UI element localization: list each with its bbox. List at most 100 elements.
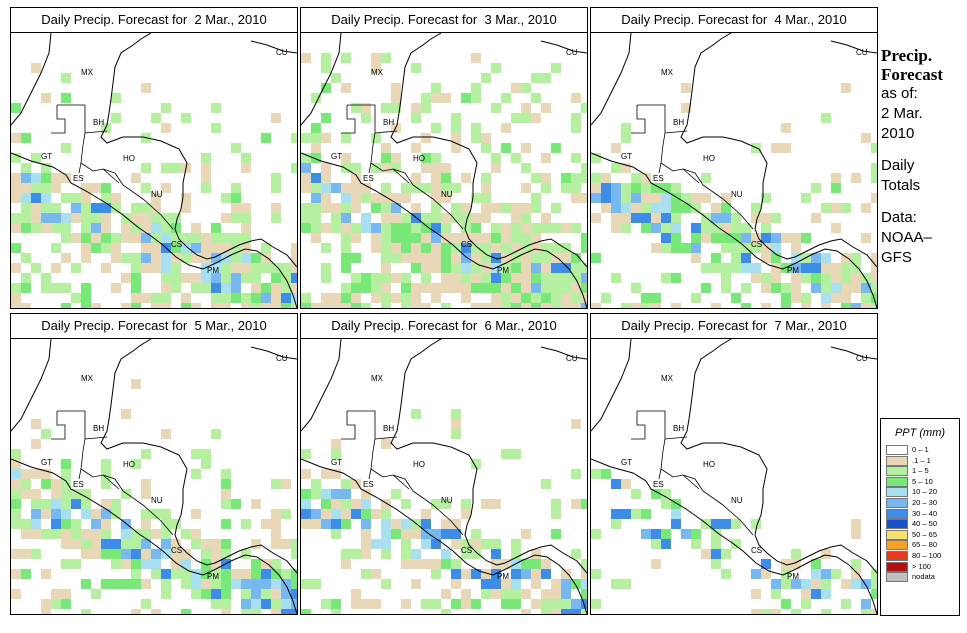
precip-cell (281, 589, 291, 599)
precip-cell (91, 203, 101, 213)
precip-cell (371, 539, 381, 549)
precip-cell (111, 539, 121, 549)
precip-cell (81, 293, 91, 303)
precip-cell (221, 293, 231, 303)
precip-cell (41, 163, 51, 173)
precip-cell (591, 183, 601, 193)
precip-map: MX BH GT HO ES NU CS PM CU (11, 33, 297, 308)
asof-line1: as of: (881, 85, 918, 102)
precip-cell (281, 263, 291, 273)
precip-cell (241, 273, 251, 283)
precip-cell (261, 243, 271, 253)
precip-cell (661, 233, 671, 243)
precip-cell (11, 489, 21, 499)
precip-cell (811, 569, 821, 579)
precip-cell (451, 183, 461, 193)
precip-cell (511, 589, 521, 599)
precip-cell (711, 549, 721, 559)
precip-cell (761, 223, 771, 233)
precip-cell (571, 499, 581, 509)
legend-item: > 100 (881, 561, 959, 573)
precip-cell (201, 449, 211, 459)
precip-cell (411, 223, 421, 233)
precip-cell (61, 193, 71, 203)
precip-cell (291, 273, 297, 283)
precip-cell (391, 103, 401, 113)
precip-cell (761, 213, 771, 223)
precip-cell (121, 303, 131, 308)
precip-cell (581, 243, 587, 253)
precip-cell (131, 173, 141, 183)
precip-cell (281, 599, 291, 609)
precip-cell (351, 283, 361, 293)
precip-cell (351, 589, 361, 599)
precip-cell (11, 223, 21, 233)
precip-cell (661, 499, 671, 509)
precip-cell (51, 183, 61, 193)
precip-cell (241, 253, 251, 263)
precip-cell (451, 599, 461, 609)
precip-cell (321, 509, 331, 519)
precip-cell (441, 499, 451, 509)
precip-cell (701, 193, 711, 203)
precip-cell (81, 609, 91, 614)
precip-cell (181, 559, 191, 569)
precip-cell (651, 243, 661, 253)
precip-cell (311, 303, 321, 308)
precip-cell (481, 253, 491, 263)
precip-cell (251, 559, 261, 569)
country-label: CU (566, 354, 578, 363)
country-label: CU (856, 48, 868, 57)
precip-cell (261, 283, 271, 293)
precip-cell (861, 203, 871, 213)
precip-cell (431, 93, 441, 103)
precip-cell (11, 469, 21, 479)
precip-cell (661, 213, 671, 223)
precip-cell (341, 183, 351, 193)
precip-cell (221, 539, 231, 549)
precip-cell (111, 549, 121, 559)
precip-cell (721, 549, 731, 559)
precip-cell (211, 549, 221, 559)
precip-cell (691, 253, 701, 263)
precip-cell (261, 293, 271, 303)
precip-cell (211, 233, 221, 243)
precip-cell (511, 579, 521, 589)
precip-cell (221, 589, 231, 599)
precip-cell (291, 253, 297, 263)
precip-cell (231, 499, 241, 509)
precip-cell (161, 589, 171, 599)
precip-cell (331, 499, 341, 509)
legend-item: 30 – 40 (881, 508, 959, 520)
precip-cell (381, 273, 391, 283)
precip-cell (431, 183, 441, 193)
precip-cell (461, 283, 471, 293)
precip-cell (221, 579, 231, 589)
precip-cell (511, 569, 521, 579)
precip-cell (381, 509, 391, 519)
precip-cell (41, 273, 51, 283)
precip-cell (321, 83, 331, 93)
precip-cell (681, 243, 691, 253)
precip-cell (701, 263, 711, 273)
precip-cell (251, 253, 261, 263)
precip-cell (421, 273, 431, 283)
precip-cell (421, 153, 431, 163)
precip-cell (721, 283, 731, 293)
precip-cell (81, 539, 91, 549)
precip-cell (421, 519, 431, 529)
precip-cell (791, 293, 801, 303)
precip-cell (21, 173, 31, 183)
precip-cell (31, 489, 41, 499)
precip-cell (451, 273, 461, 283)
coastline-outline (591, 339, 877, 614)
country-label: CU (276, 48, 288, 57)
precip-map: MX BH GT HO ES NU CS PM CU (591, 33, 877, 308)
precip-cell (801, 263, 811, 273)
precip-cell (81, 509, 91, 519)
country-label: CU (566, 48, 578, 57)
precip-cell (591, 303, 601, 308)
precip-cell (21, 203, 31, 213)
precip-cell (591, 173, 601, 183)
